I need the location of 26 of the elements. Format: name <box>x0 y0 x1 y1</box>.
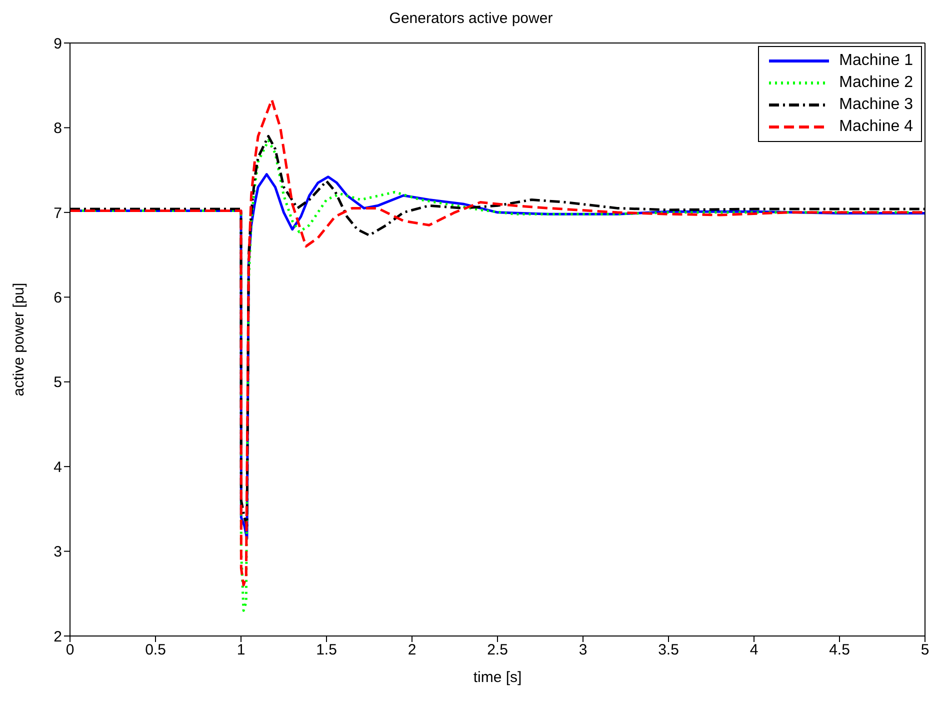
x-axis-title: time [s] <box>473 669 522 686</box>
x-tick-label: 1.5 <box>316 642 337 659</box>
chart-title: Generators active power <box>388 9 554 29</box>
y-tick-label: 2 <box>54 628 62 646</box>
y-tick-label: 9 <box>54 35 62 52</box>
y-tick-label: 7 <box>54 204 62 222</box>
y-tick-label: 3 <box>54 544 62 561</box>
x-tick-label: 0.5 <box>145 642 166 659</box>
x-tick-label: 3 <box>578 642 588 659</box>
legend-label: Machine 1 <box>839 52 913 70</box>
x-tick-label: 4.5 <box>829 642 850 659</box>
y-axis-title: active power [pu] <box>10 282 28 396</box>
legend-label: Machine 3 <box>839 96 913 114</box>
y-tick-label: 4 <box>54 458 62 476</box>
x-tick-label: 1 <box>236 642 246 659</box>
legend-label: Machine 2 <box>839 74 913 92</box>
legend-label: Machine 4 <box>839 118 913 136</box>
x-tick-label: 3.5 <box>658 642 679 659</box>
x-tick-label: 2.5 <box>487 642 508 659</box>
y-tick-label: 5 <box>54 374 62 392</box>
x-tick-label: 5 <box>920 642 930 659</box>
x-tick-label: 4 <box>750 642 758 659</box>
y-tick-label: 6 <box>54 289 62 306</box>
x-tick-label: 0 <box>66 642 74 659</box>
x-tick-label: 2 <box>408 642 416 659</box>
y-tick-label: 8 <box>54 120 62 138</box>
